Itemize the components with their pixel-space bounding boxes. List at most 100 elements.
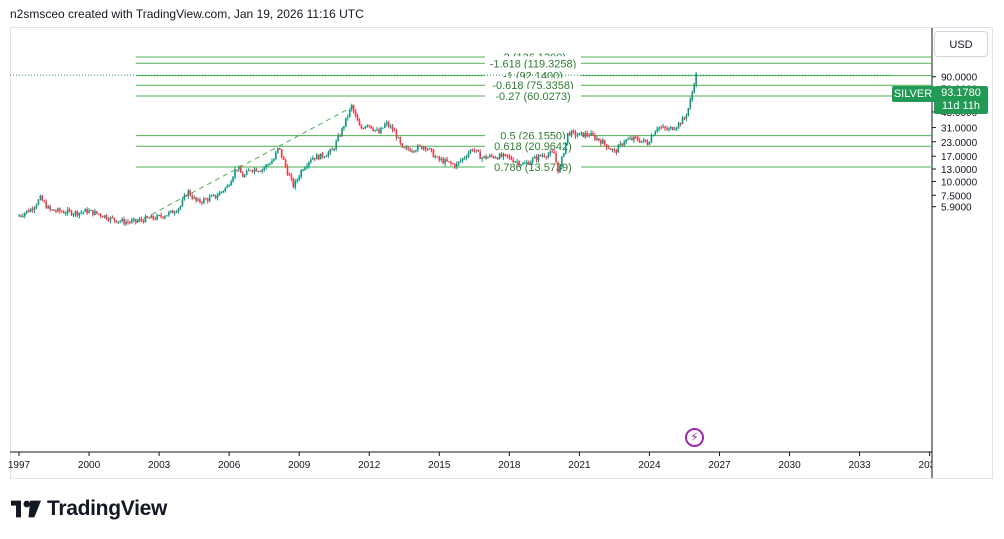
candle-body <box>343 126 345 129</box>
tradingview-logo[interactable]: TradingView <box>11 497 167 521</box>
candle-body <box>590 132 592 136</box>
candle-body <box>387 122 390 127</box>
candle-body <box>144 216 147 223</box>
candle-body <box>321 153 324 157</box>
candle-body <box>670 127 672 129</box>
candle-body <box>555 153 557 162</box>
candle-body <box>631 138 633 141</box>
candle-body <box>220 191 223 193</box>
candle-body <box>61 211 63 213</box>
candle-body <box>39 195 42 200</box>
candle-body <box>679 122 682 125</box>
candle-body <box>138 219 141 221</box>
candle-body <box>652 135 655 137</box>
candle-body <box>284 159 287 167</box>
candle-body <box>298 176 300 180</box>
candle-body <box>183 195 186 200</box>
symbol-label: SILVER <box>892 86 934 102</box>
candle-body <box>282 157 285 160</box>
candle-body <box>352 105 355 112</box>
chart-frame[interactable] <box>10 27 993 479</box>
candle-body <box>578 132 581 136</box>
candle-body <box>195 197 197 201</box>
candle-body <box>603 140 606 145</box>
candle-body <box>625 139 627 143</box>
candle-body <box>251 170 254 172</box>
candle-body <box>516 161 518 163</box>
candle-body <box>57 208 59 212</box>
candle-body <box>304 167 306 170</box>
candle-body <box>261 169 264 172</box>
candle-body <box>424 147 427 150</box>
candle-body <box>154 218 157 220</box>
currency-button[interactable]: USD <box>934 31 988 57</box>
candle-body <box>140 219 143 221</box>
candle-body <box>319 153 322 160</box>
candle-body <box>169 210 172 213</box>
candle-body <box>572 130 575 132</box>
candle-body <box>117 221 120 223</box>
candle-body <box>401 143 404 148</box>
candle-body <box>210 195 213 197</box>
candle-body <box>397 137 400 139</box>
candle-body <box>368 125 371 127</box>
candle-body <box>142 220 145 223</box>
candle-body <box>78 212 81 216</box>
candle-body <box>43 200 46 202</box>
candle-body <box>156 215 158 220</box>
candle-body <box>596 138 598 140</box>
candle-body <box>549 151 552 155</box>
candle-body <box>605 144 608 148</box>
candle-body <box>446 159 448 162</box>
candle-body <box>131 220 133 223</box>
candle-body <box>37 199 40 205</box>
x-tick-label: 2006 <box>218 460 241 471</box>
candle-body <box>370 125 372 129</box>
candle-body <box>385 122 388 125</box>
bar-countdown: 11d 11h <box>941 100 981 112</box>
candle-body <box>86 209 88 213</box>
candle-body <box>580 132 583 134</box>
candle-body <box>489 155 491 158</box>
candle-body <box>31 209 34 211</box>
lightning-icon[interactable]: ⚡ <box>685 428 704 447</box>
candles <box>18 71 697 226</box>
candle-body <box>331 149 334 151</box>
candle-body <box>265 164 267 168</box>
candle-body <box>520 164 522 166</box>
candle-body <box>407 147 409 150</box>
candle-body <box>259 171 262 173</box>
candle-body <box>228 185 230 187</box>
candle-body <box>278 147 281 150</box>
candle-body <box>508 156 511 158</box>
fib-label-bg <box>485 128 581 143</box>
candle-body <box>650 136 653 143</box>
candle-body <box>302 169 304 171</box>
candle-body <box>685 115 688 119</box>
candle-body <box>543 155 546 157</box>
candle-body <box>269 163 271 165</box>
candle-body <box>177 208 180 212</box>
candle-body <box>335 141 337 149</box>
candle-body <box>483 155 485 158</box>
candle-body <box>197 199 199 201</box>
candle-body <box>660 127 662 129</box>
candle-body <box>456 163 458 168</box>
candle-body <box>419 145 421 147</box>
candle-body <box>129 222 131 224</box>
candle-body <box>230 181 232 186</box>
candle-body <box>566 132 569 143</box>
candle-body <box>306 165 308 168</box>
fib-label-bg <box>485 159 581 174</box>
candle-body <box>382 127 384 129</box>
candle-body <box>280 149 283 158</box>
candle-body <box>243 174 246 177</box>
fib-level-label: 0.618 (20.9642) <box>494 141 572 153</box>
candle-body <box>687 108 690 116</box>
candle-body <box>393 130 396 132</box>
candle-body <box>426 149 429 151</box>
candle-body <box>59 208 61 212</box>
candle-body <box>255 168 258 172</box>
candle-body <box>199 199 201 203</box>
